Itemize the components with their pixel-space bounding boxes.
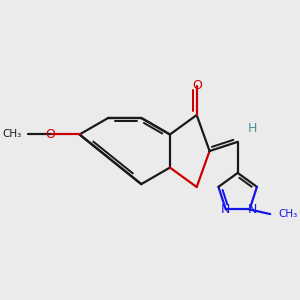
Text: O: O bbox=[192, 80, 202, 92]
Text: N: N bbox=[221, 203, 230, 216]
Text: CH₃: CH₃ bbox=[278, 209, 298, 219]
Text: N: N bbox=[248, 203, 257, 216]
Text: H: H bbox=[248, 122, 257, 136]
Text: CH₃: CH₃ bbox=[3, 130, 22, 140]
Text: O: O bbox=[45, 128, 55, 141]
